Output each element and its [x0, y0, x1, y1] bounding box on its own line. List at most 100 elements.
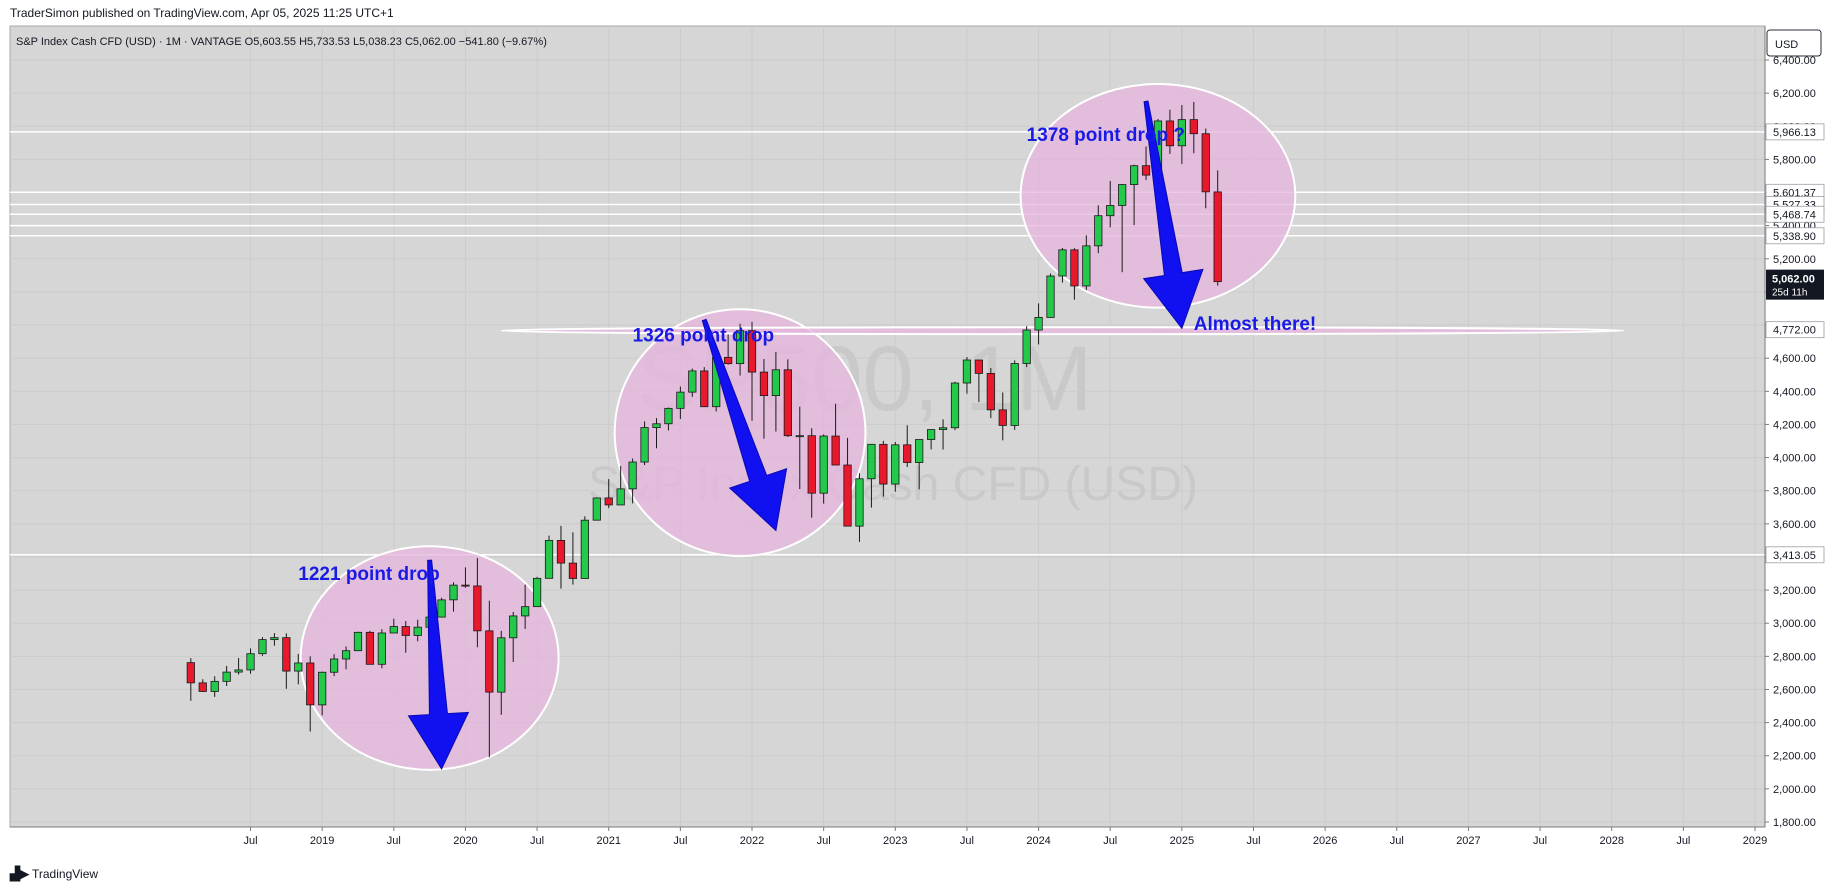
candle: [246, 648, 255, 674]
candle: [1165, 109, 1175, 154]
candle-body: [950, 382, 960, 429]
candle-body: [449, 584, 458, 601]
price-axis-panel: [1765, 26, 1825, 827]
time-tick-label: 2021: [596, 835, 620, 847]
price-tick-label: 3,600.00: [1773, 519, 1816, 531]
time-tick-label: Jul: [387, 835, 401, 847]
candle: [986, 367, 995, 419]
candle: [556, 525, 566, 589]
candle: [759, 359, 769, 439]
current-price-label: 5,062.00: [1772, 274, 1815, 286]
candle-body: [1141, 165, 1151, 176]
candle: [628, 458, 637, 504]
legend-change: −541.80 (−9.67%): [459, 36, 547, 48]
candle-body: [652, 423, 661, 428]
price-tick-label: 2,600.00: [1773, 684, 1816, 696]
candle: [592, 497, 601, 521]
price-level-badge: [1765, 321, 1825, 339]
footer: ▟▶ TradingView: [10, 866, 98, 882]
time-tick-label: Jul: [530, 835, 544, 847]
candle: [867, 443, 876, 508]
price-tick-label: 3,200.00: [1773, 585, 1816, 597]
price-tick-label: 4,000.00: [1773, 453, 1816, 465]
time-tick-label: Jul: [1103, 835, 1117, 847]
candle-body: [1046, 275, 1055, 318]
candle: [461, 567, 470, 588]
candle: [640, 421, 649, 466]
price-tick-label: 6,400.00: [1773, 55, 1816, 67]
candle: [1130, 164, 1139, 226]
legend-high-label: H: [299, 36, 307, 48]
candle-body: [198, 682, 207, 692]
candle-body: [771, 369, 780, 397]
candle-body: [1094, 215, 1103, 247]
candle: [927, 429, 936, 450]
candle-body: [915, 439, 924, 463]
candle-body: [401, 626, 410, 636]
candle: [903, 425, 912, 468]
candle: [353, 631, 363, 652]
currency-button[interactable]: USD: [1766, 29, 1822, 57]
candle: [377, 629, 386, 669]
price-tick-label: 5,200.00: [1773, 254, 1816, 266]
candle-body: [186, 662, 195, 684]
candle: [186, 658, 195, 701]
candle-body: [1201, 133, 1210, 193]
candle-body: [353, 631, 363, 652]
candle: [580, 516, 589, 579]
price-tick-label: 2,800.00: [1773, 651, 1816, 663]
candle-body: [258, 639, 267, 655]
candle: [1201, 128, 1210, 209]
candle-body: [962, 359, 972, 384]
candle: [473, 558, 482, 648]
tradingview-logo-icon: ▟▶: [10, 866, 29, 881]
candle-body: [1130, 165, 1139, 185]
legend: S&P Index Cash CFD (USD) · 1M · VANTAGE …: [16, 36, 547, 48]
candle: [365, 630, 375, 665]
candle: [532, 576, 542, 608]
price-level-label: 5,468.74: [1773, 209, 1816, 221]
candle-body: [1165, 120, 1175, 147]
candle-body: [270, 637, 279, 641]
time-axis[interactable]: Jul 2019 Jul 2020 Jul 2021 Jul 2022 Jul 2023 Jul 20…: [243, 827, 1767, 847]
candle-body: [1070, 249, 1079, 287]
candle-body: [843, 464, 852, 527]
price-tick-label: 2,000.00: [1773, 784, 1816, 796]
candle: [437, 597, 446, 618]
price-tick-label: 2,200.00: [1773, 751, 1816, 763]
candle-body: [1034, 317, 1043, 331]
candle: [1010, 360, 1019, 430]
time-tick-label: Jul: [960, 835, 974, 847]
candle: [198, 679, 207, 692]
time-tick-label: Jul: [1676, 835, 1690, 847]
candle: [676, 386, 685, 419]
candle: [1177, 105, 1186, 164]
candle-body: [891, 444, 900, 485]
footer-brand: TradingView: [32, 867, 99, 881]
drop-arrows: [407, 100, 1204, 771]
candle: [509, 611, 518, 662]
candle-body: [628, 461, 637, 490]
candle-body: [413, 626, 422, 636]
price-tick-label: 3,800.00: [1773, 486, 1816, 498]
candles: [186, 101, 1222, 758]
legend-broker: VANTAGE: [191, 36, 242, 48]
candle: [891, 441, 900, 492]
candle-body: [855, 478, 864, 527]
candle: [341, 646, 351, 670]
candle: [258, 637, 267, 656]
price-level-badge: [1765, 546, 1825, 564]
legend-high: 5,733.53: [307, 36, 350, 48]
time-tick-label: Jul: [817, 835, 831, 847]
candle-body: [831, 435, 840, 466]
time-tick-label: Jul: [1390, 835, 1404, 847]
legend-open-label: O: [245, 36, 254, 48]
candle: [974, 359, 983, 403]
candle: [807, 428, 816, 518]
candle-body: [1177, 119, 1186, 147]
price-level-label: 5,338.90: [1773, 231, 1816, 243]
candle-body: [998, 409, 1007, 426]
candle: [1034, 303, 1043, 345]
candle-body: [592, 497, 601, 521]
